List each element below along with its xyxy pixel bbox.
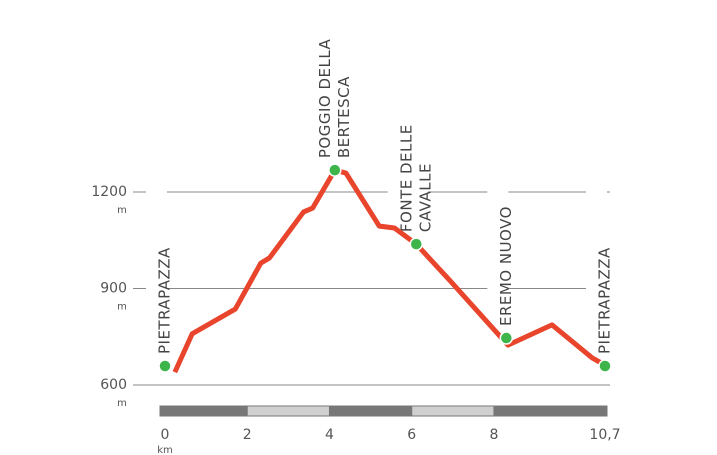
y-tick-label: 900: [100, 281, 127, 297]
y-unit: m: [117, 398, 127, 409]
x-unit: km: [157, 445, 173, 455]
waypoint-label: EREMO NUOVO: [497, 206, 515, 326]
label-bg: [487, 126, 509, 327]
distance-bar-segment: [246, 405, 330, 417]
x-tick-label: 0: [161, 427, 170, 443]
elevation-line: [172, 167, 607, 374]
label-bg: [387, 32, 428, 233]
waypoint: [409, 237, 424, 251]
waypoint-label: PIETRAPAZZA: [156, 247, 174, 354]
waypoint: [598, 359, 612, 373]
label-bg: [586, 154, 607, 355]
waypoint: [328, 163, 342, 177]
x-tick-label: 4: [325, 427, 334, 443]
distance-bar-segment: [411, 405, 495, 417]
distance-bar-segment: [328, 405, 413, 417]
y-tick-label: 1200: [91, 184, 127, 200]
y-unit: m: [117, 205, 127, 216]
y-unit: m: [117, 302, 127, 313]
x-tick-label: 10,7: [589, 427, 620, 443]
x-tick-label: 6: [407, 427, 416, 443]
waypoint-label: PIETRAPAZZA: [596, 247, 614, 354]
label-bg: [146, 154, 167, 355]
waypoint: [158, 359, 172, 373]
label-bg: [306, 0, 347, 159]
waypoint-label: POGGIO DELLA: [316, 38, 334, 158]
waypoint-label: CAVALLE: [416, 163, 434, 232]
waypoint: [499, 331, 514, 345]
distance-bar-segment: [159, 405, 248, 417]
waypoint-label: FONTE DELLE: [397, 124, 415, 232]
x-tick-label: 2: [243, 427, 252, 443]
distance-bar-segment: [493, 405, 608, 417]
x-tick-label: 8: [490, 427, 499, 443]
waypoint-label: BERTESCA: [335, 76, 353, 158]
y-tick-label: 600: [100, 377, 127, 393]
